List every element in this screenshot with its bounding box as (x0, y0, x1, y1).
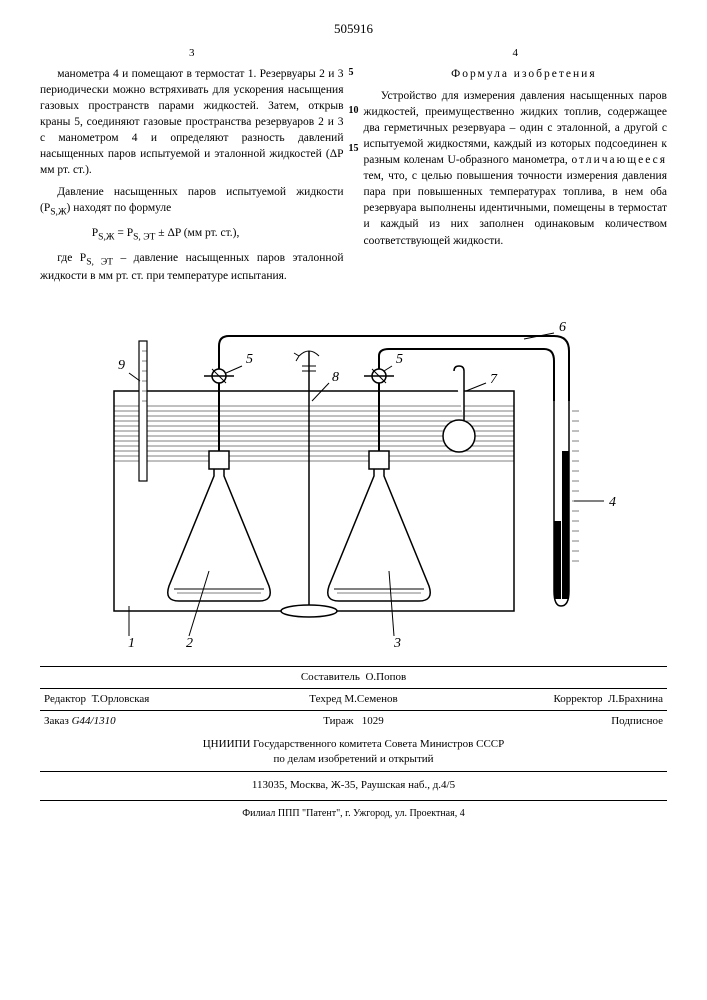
label-5a: 5 (246, 352, 253, 367)
left-p2: Давление насыщенных паров испытуемой жид… (40, 184, 344, 219)
label-4: 4 (609, 495, 616, 510)
footer-addr2: Филиал ППП "Патент", г. Ужгород, ул. Про… (40, 800, 667, 827)
col-num-right: 4 (364, 46, 668, 61)
left-p3: где PS, ЭТ – давление насыщенных паров э… (40, 250, 344, 285)
label-1: 1 (128, 636, 135, 651)
footer-addr1: 113035, Москва, Ж-35, Раушская наб., д.4… (40, 772, 667, 799)
claim-title: Формула изобретения (364, 66, 668, 82)
text-columns: 3 манометра 4 и помещают в термостат 1. … (40, 46, 667, 290)
doc-number: 505916 (40, 20, 667, 38)
line-numbers: 5 10 15 (349, 66, 359, 156)
right-column: 4 Формула изобретения Устройство для изм… (364, 46, 668, 290)
label-8: 8 (332, 370, 339, 385)
label-3: 3 (393, 636, 401, 651)
left-column: 3 манометра 4 и помещают в термостат 1. … (40, 46, 344, 290)
label-7: 7 (490, 372, 498, 387)
col-num-left: 3 (40, 46, 344, 61)
label-9: 9 (118, 358, 125, 373)
label-5b: 5 (396, 352, 403, 367)
label-6: 6 (559, 320, 566, 335)
right-p1: Устройство для измерения давления насыще… (364, 88, 668, 249)
formula: PS,Ж = PS, ЭТ ± ΔP (мм рт. ст.), (40, 225, 344, 244)
label-2: 2 (186, 636, 193, 651)
footer-table: Составитель О.Попов Редактор Т.Орловская… (40, 666, 667, 827)
footer-org: ЦНИИПИ Государственного комитета Совета … (40, 733, 667, 773)
left-p1: манометра 4 и помещают в термостат 1. Ре… (40, 66, 344, 179)
apparatus-figure: 1 2 3 4 5 5 6 7 8 9 (74, 311, 634, 651)
